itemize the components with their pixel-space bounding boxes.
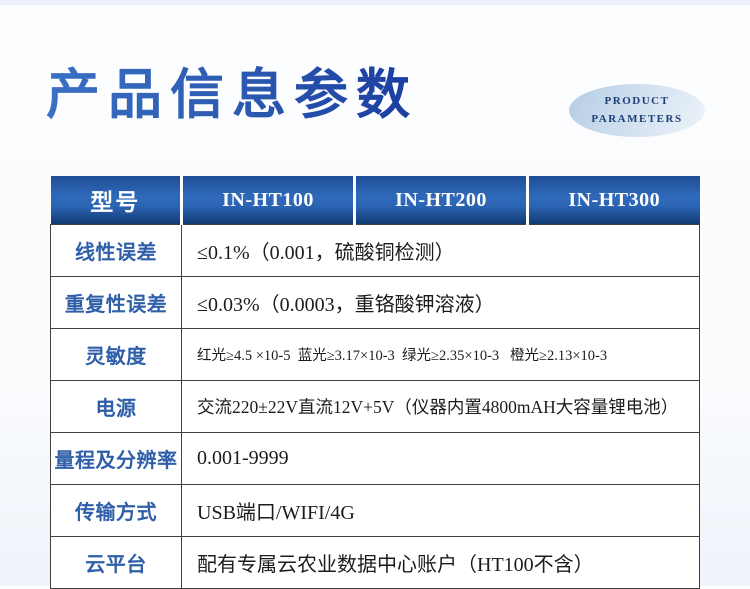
spec-label: 灵敏度 (50, 328, 182, 381)
model-ht200-header: IN-HT200 (353, 176, 528, 225)
product-parameters-badge: PRODUCT PARAMETERS (569, 84, 705, 137)
model-ht300-header: IN-HT300 (526, 176, 700, 225)
spec-value: USB端口/WIFI/4G (181, 484, 700, 537)
spec-value: ≤0.1%（0.001，硫酸铜检测） (181, 224, 700, 277)
model-ht100-header: IN-HT100 (180, 176, 355, 225)
spec-value: 红光≥4.5 ×10-5 蓝光≥3.17×10-3 绿光≥2.35×10-3 橙… (181, 328, 700, 381)
table-row-sensitivity: 灵敏度 红光≥4.5 ×10-5 蓝光≥3.17×10-3 绿光≥2.35×10… (50, 328, 700, 381)
table-row-linear-error: 线性误差 ≤0.1%（0.001，硫酸铜检测） (50, 224, 700, 277)
table-row-repeatability-error: 重复性误差 ≤0.03%（0.0003，重铬酸钾溶液） (50, 276, 700, 329)
spec-value: 配有专属云农业数据中心账户（HT100不含） (181, 536, 700, 589)
table-header-row: 型号 IN-HT100 IN-HT200 IN-HT300 (50, 176, 700, 225)
table-row-range-resolution: 量程及分辨率 0.001-9999 (50, 432, 700, 485)
page-title: 产品信息参数 (46, 62, 418, 126)
spec-value: 交流220±22V直流12V+5V（仪器内置4800mAH大容量锂电池） (181, 380, 700, 433)
spec-label: 量程及分辨率 (50, 432, 182, 485)
spec-label: 云平台 (50, 536, 182, 589)
spec-label: 电源 (50, 380, 182, 433)
spec-table: 型号 IN-HT100 IN-HT200 IN-HT300 线性误差 ≤0.1%… (50, 176, 700, 589)
badge-line-1: PRODUCT (604, 95, 670, 108)
top-strip (0, 0, 750, 5)
badge-line-2: PARAMETERS (591, 112, 683, 125)
spec-value: 0.001-9999 (181, 432, 700, 485)
spec-value: ≤0.03%（0.0003，重铬酸钾溶液） (181, 276, 700, 329)
table-row-cloud-platform: 云平台 配有专属云农业数据中心账户（HT100不含） (50, 536, 700, 589)
model-column-header: 型号 (50, 176, 182, 225)
spec-label: 重复性误差 (50, 276, 182, 329)
spec-label: 传输方式 (50, 484, 182, 537)
table-row-power: 电源 交流220±22V直流12V+5V（仪器内置4800mAH大容量锂电池） (50, 380, 700, 433)
table-row-transmission: 传输方式 USB端口/WIFI/4G (50, 484, 700, 537)
spec-label: 线性误差 (50, 224, 182, 277)
